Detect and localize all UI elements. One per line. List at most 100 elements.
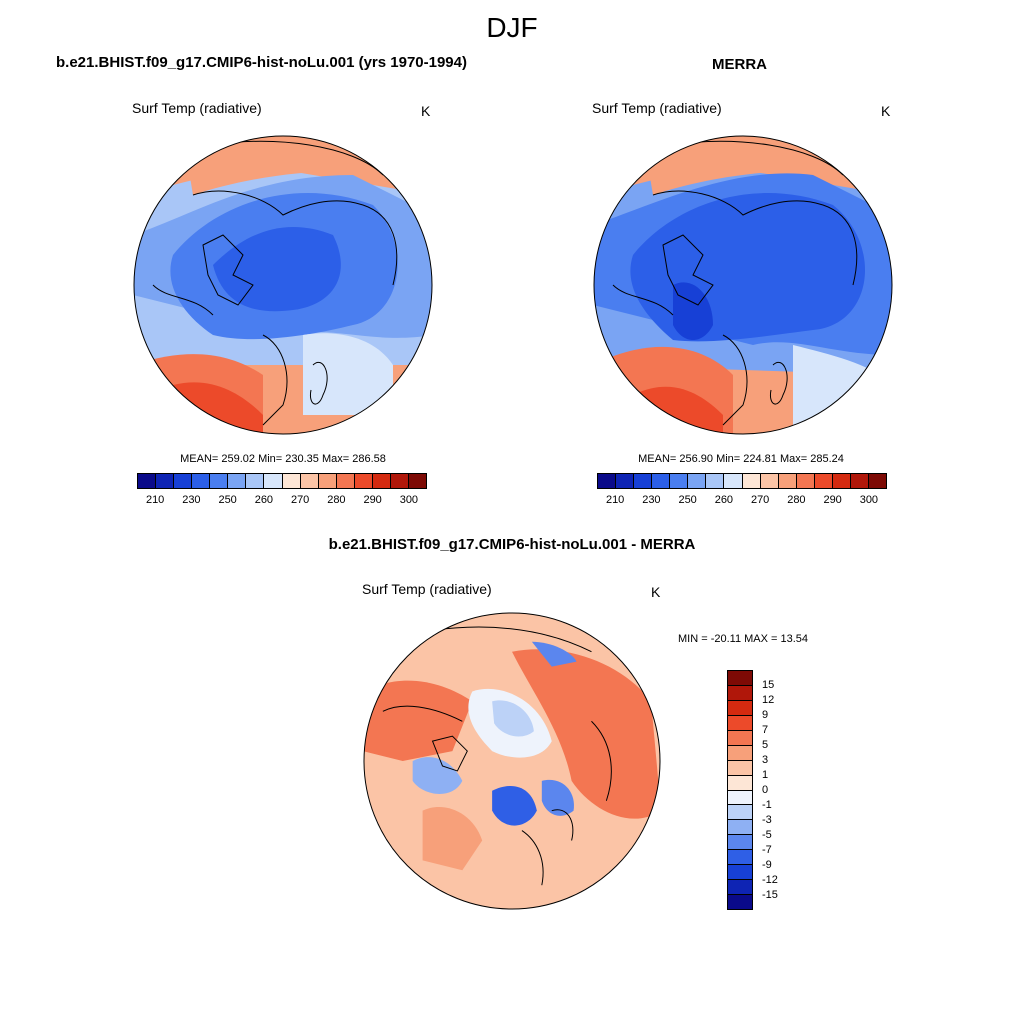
diff-colorbar-swatch [728,865,752,881]
obs-colorbar-swatch [778,474,797,488]
obs-units-label: K [881,103,891,119]
model-variable-label: Surf Temp (radiative) [132,100,262,116]
obs-colorbar-swatch [814,474,833,488]
obs-colorbar-swatch [832,474,851,488]
diff-colorbar-ticks: 15 12 9 7 5 3 1 0 -1 -3 -5 -7 -9 -12 -15 [762,670,802,910]
model-panel-title: b.e21.BHIST.f09_g17.CMIP6-hist-noLu.001 … [56,54,467,71]
obs-colorbar-tick-label: 270 [750,494,770,506]
diff-colorbar-swatch [728,895,752,909]
obs-panel-title: MERRA [712,56,767,73]
diff-colorbar-swatch [728,835,752,851]
obs-colorbar-swatch [868,474,886,488]
diff-colorbar-tick-label: -9 [762,859,772,871]
diff-colorbar-tick-label: 5 [762,739,769,751]
diff-colorbar [727,670,753,910]
diff-units-label: K [651,584,661,600]
diff-colorbar-swatch [728,880,752,896]
diff-colorbar-swatch [728,700,752,716]
model-colorbar-tick-label: 280 [327,494,346,506]
diff-colorbar-tick-label: 1 [762,769,769,781]
diff-colorbar-tick-label: -3 [762,814,772,826]
obs-colorbar-tick-label: 250 [678,494,697,506]
model-units-label: K [421,103,431,119]
model-stats: MEAN= 259.02 Min= 230.35 Max= 286.58 [180,453,386,465]
model-colorbar-swatch [174,474,193,488]
model-colorbar-swatch [390,474,409,488]
diff-variable-label: Surf Temp (radiative) [362,581,492,597]
model-colorbar-swatch [228,474,247,488]
obs-colorbar-swatch [742,474,761,488]
diff-colorbar-tick-label: 7 [762,724,769,736]
diff-colorbar-swatch [728,730,752,746]
obs-colorbar-tick-label: 260 [714,494,734,506]
diff-colorbar-swatch [728,805,752,821]
model-colorbar-tick-label: 230 [182,494,201,506]
obs-colorbar-tick-label: 230 [642,494,661,506]
diff-panel-title: b.e21.BHIST.f09_g17.CMIP6-hist-noLu.001 … [328,536,696,553]
obs-colorbar-swatch [796,474,815,488]
model-colorbar-swatch [138,474,157,488]
obs-stats: MEAN= 256.90 Min= 224.81 Max= 285.24 [638,453,844,465]
obs-colorbar-swatch [652,474,671,488]
obs-colorbar-swatch [724,474,743,488]
diff-colorbar-swatch [728,760,752,776]
diff-colorbar-tick-label: -15 [762,889,778,901]
model-colorbar-tick-label: 290 [363,494,382,506]
obs-colorbar-tick-label: 210 [605,494,625,506]
diff-colorbar-swatch [728,790,752,806]
model-colorbar-tick-label: 250 [218,494,237,506]
obs-colorbar-swatch [850,474,869,488]
model-colorbar-swatch [210,474,229,488]
model-colorbar-swatch [192,474,211,488]
obs-colorbar-swatch [670,474,689,488]
model-polar-map [133,135,433,435]
diff-colorbar-swatch [728,775,752,791]
obs-colorbar-swatch [634,474,653,488]
obs-colorbar-tick-label: 290 [823,494,842,506]
model-colorbar [137,473,427,489]
model-colorbar-swatch [246,474,265,488]
obs-polar-map [593,135,893,435]
obs-colorbar-swatch [598,474,617,488]
obs-colorbar-tick-label: 280 [787,494,806,506]
model-colorbar-swatch [318,474,337,488]
diff-colorbar-swatch [728,685,752,701]
model-colorbar-tick-label: 260 [254,494,274,506]
diff-colorbar-tick-label: -12 [762,874,778,886]
model-colorbar-tick-label: 300 [399,494,419,506]
diff-colorbar-tick-label: 15 [762,679,775,691]
model-colorbar-swatch [336,474,355,488]
figure-title: DJF [486,12,538,43]
diff-colorbar-tick-label: -7 [762,844,772,856]
model-colorbar-swatch [300,474,319,488]
model-colorbar-ticks: 210 230 250 260 270 280 290 300 [137,494,427,508]
diff-colorbar-tick-label: 0 [762,784,769,796]
obs-colorbar-ticks: 210 230 250 260 270 280 290 300 [597,494,887,508]
obs-colorbar-swatch [760,474,779,488]
obs-colorbar-swatch [616,474,635,488]
diff-colorbar-tick-label: -5 [762,829,772,841]
diff-colorbar-swatch [728,850,752,866]
diff-colorbar-swatch [728,671,752,686]
diff-colorbar-tick-label: 12 [762,694,775,706]
obs-colorbar-tick-label: 300 [859,494,879,506]
diff-colorbar-tick-label: -1 [762,799,772,811]
obs-colorbar-swatch [706,474,725,488]
model-colorbar-tick-label: 270 [290,494,310,506]
model-colorbar-swatch [264,474,283,488]
model-colorbar-swatch [408,474,426,488]
obs-colorbar [597,473,887,489]
diff-colorbar-tick-label: 3 [762,754,769,766]
diff-polar-map [363,612,661,910]
model-colorbar-tick-label: 210 [145,494,165,506]
diff-stats: MIN = -20.11 MAX = 13.54 [678,633,809,645]
diff-colorbar-swatch [728,820,752,836]
obs-colorbar-swatch [688,474,707,488]
diff-colorbar-swatch [728,745,752,761]
model-colorbar-swatch [282,474,301,488]
diff-colorbar-tick-label: 9 [762,709,769,721]
model-colorbar-swatch [156,474,175,488]
model-colorbar-swatch [372,474,391,488]
diff-colorbar-swatch [728,715,752,731]
model-colorbar-swatch [354,474,373,488]
